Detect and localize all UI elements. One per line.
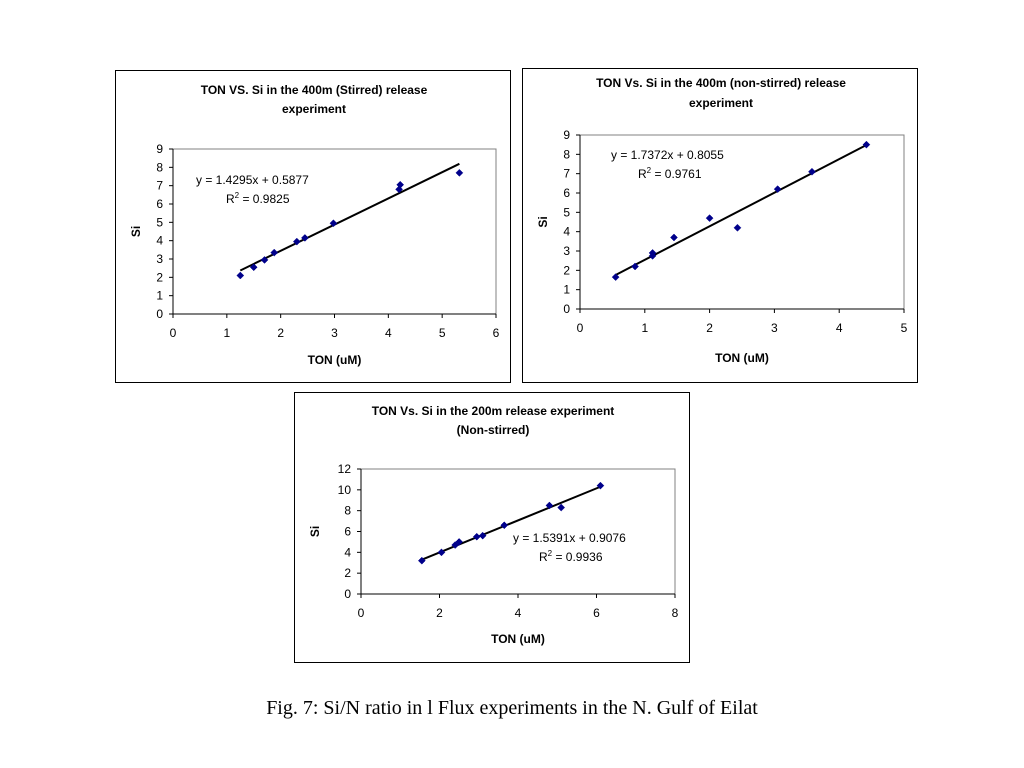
x-tick-label: 6 (493, 326, 500, 340)
trendline (421, 485, 601, 561)
chart-stirred-400m: TON VS. Si in the 400m (Stirred) release… (115, 70, 511, 383)
x-tick-label: 0 (358, 606, 365, 620)
y-tick-label: 6 (344, 525, 351, 539)
y-tick-label: 4 (344, 545, 351, 559)
x-tick-label: 3 (771, 321, 778, 335)
y-tick-label: 7 (563, 167, 570, 181)
data-point (705, 214, 714, 222)
chart-title-line: (Non-stirred) (457, 423, 530, 437)
data-point (500, 521, 509, 530)
x-axis-label: TON (uM) (715, 351, 769, 365)
x-tick-label: 5 (439, 326, 446, 340)
x-tick-label: 8 (672, 606, 679, 620)
data-point (596, 481, 605, 490)
y-axis-label: Si (129, 226, 143, 237)
y-tick-label: 12 (338, 462, 352, 476)
x-tick-label: 1 (641, 321, 648, 335)
data-point (670, 233, 678, 242)
x-axis-label: TON (uM) (308, 353, 362, 367)
chart-nonstirred-200m: TON Vs. Si in the 200m release experimen… (294, 392, 690, 663)
x-tick-label: 0 (577, 321, 584, 335)
x-tick-label: 3 (331, 326, 338, 340)
data-point (270, 248, 279, 257)
x-tick-label: 5 (901, 321, 908, 335)
y-tick-label: 4 (563, 225, 570, 239)
y-tick-label: 8 (344, 504, 351, 518)
x-tick-label: 4 (385, 326, 392, 340)
y-tick-label: 2 (344, 566, 351, 580)
x-axis-label: TON (uM) (491, 632, 545, 646)
y-tick-label: 1 (156, 289, 163, 303)
data-point (249, 263, 258, 272)
chart-svg: TON VS. Si in the 400m (Stirred) release… (129, 83, 500, 367)
x-tick-label: 1 (223, 326, 230, 340)
data-point (808, 167, 816, 176)
data-point (557, 503, 566, 512)
data-point (236, 271, 245, 280)
x-tick-label: 2 (277, 326, 284, 340)
chart-svg: TON Vs. Si in the 200m release experimen… (308, 404, 679, 646)
data-point (631, 262, 639, 271)
y-tick-label: 1 (563, 283, 570, 297)
y-tick-label: 8 (563, 147, 570, 161)
y-tick-label: 6 (156, 197, 163, 211)
y-tick-label: 3 (563, 244, 570, 258)
chart-svg: TON Vs. Si in the 400m (non-stirred) rel… (536, 76, 908, 365)
chart-title-line: TON Vs. Si in the 200m release experimen… (372, 404, 615, 418)
chart-nonstirred-400m: TON Vs. Si in the 400m (non-stirred) rel… (522, 68, 918, 383)
chart-title-line: experiment (282, 102, 346, 116)
y-tick-label: 4 (156, 234, 163, 248)
data-point (545, 501, 554, 510)
data-point (301, 234, 309, 242)
y-tick-label: 6 (563, 186, 570, 200)
y-tick-label: 7 (156, 179, 163, 193)
data-point (329, 219, 338, 228)
x-tick-label: 0 (170, 326, 177, 340)
data-point (773, 185, 782, 193)
y-tick-label: 5 (563, 205, 570, 219)
data-point (396, 180, 405, 189)
trendline-equation: y = 1.4295x + 0.5877 (196, 173, 309, 187)
data-point (648, 249, 657, 257)
x-tick-label: 4 (515, 606, 522, 620)
data-point (417, 556, 426, 565)
data-point (611, 273, 620, 281)
data-point (437, 548, 446, 557)
chart-title-line: TON Vs. Si in the 400m (non-stirred) rel… (596, 76, 846, 90)
r-squared-label: R2 = 0.9936 (539, 549, 603, 564)
y-tick-label: 5 (156, 215, 163, 229)
r-squared-label: R2 = 0.9825 (226, 191, 290, 206)
y-tick-label: 3 (156, 252, 163, 266)
y-tick-label: 0 (156, 307, 163, 321)
y-tick-label: 2 (156, 270, 163, 284)
data-point (478, 531, 487, 540)
r-squared-label: R2 = 0.9761 (638, 166, 702, 181)
x-tick-label: 2 (436, 606, 443, 620)
y-tick-label: 0 (563, 302, 570, 316)
y-tick-label: 0 (344, 587, 351, 601)
trendline (615, 144, 867, 276)
y-tick-label: 8 (156, 160, 163, 174)
y-axis-label: Si (308, 526, 322, 537)
y-tick-label: 10 (338, 483, 352, 497)
x-tick-label: 6 (593, 606, 600, 620)
y-tick-label: 9 (563, 128, 570, 142)
data-point (862, 140, 871, 149)
figure-caption: Fig. 7: Si/N ratio in l Flux experiments… (266, 697, 758, 719)
x-tick-label: 2 (706, 321, 713, 335)
data-point (292, 237, 301, 246)
trendline-equation: y = 1.7372x + 0.8055 (611, 148, 724, 162)
x-tick-label: 4 (836, 321, 843, 335)
trendline-equation: y = 1.5391x + 0.9076 (513, 531, 626, 545)
data-point (455, 538, 463, 546)
y-axis-label: Si (536, 216, 550, 227)
data-point (733, 223, 742, 232)
y-tick-label: 2 (563, 263, 570, 277)
chart-title-line: TON VS. Si in the 400m (Stirred) release (201, 83, 428, 97)
data-point (260, 256, 269, 264)
chart-title-line: experiment (689, 96, 753, 110)
y-tick-label: 9 (156, 142, 163, 156)
data-point (455, 168, 464, 177)
